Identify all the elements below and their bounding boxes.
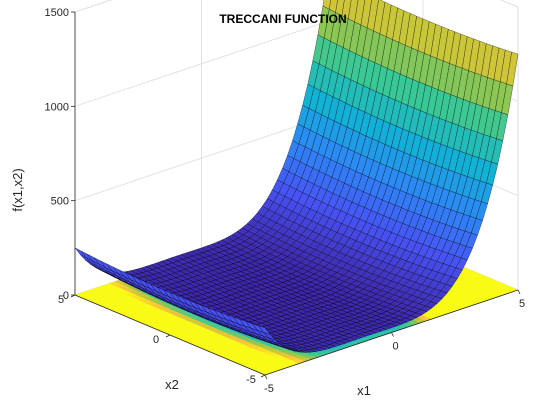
- y-axis-label: x2: [165, 377, 179, 392]
- y-tick-label: 5: [58, 294, 64, 306]
- y-tick-label: -5: [246, 374, 256, 386]
- surface-cell: [258, 325, 271, 335]
- x-tick-label: 5: [519, 298, 525, 310]
- surface-mesh: [74, 0, 519, 353]
- z-tick-label: 1500: [45, 7, 69, 19]
- z-tick-label: 1000: [45, 101, 69, 113]
- z-tick-label: 0: [63, 290, 69, 302]
- x-axis-label: x1: [357, 383, 371, 398]
- y-tick-label: 0: [153, 334, 159, 346]
- x-tick-label: 0: [392, 341, 398, 353]
- x-tick-label: -5: [264, 383, 274, 395]
- z-tick-label: 500: [51, 196, 69, 208]
- z-axis-label: f(x1,x2): [10, 168, 25, 211]
- chart-title: TRECCANI FUNCTION: [219, 12, 346, 26]
